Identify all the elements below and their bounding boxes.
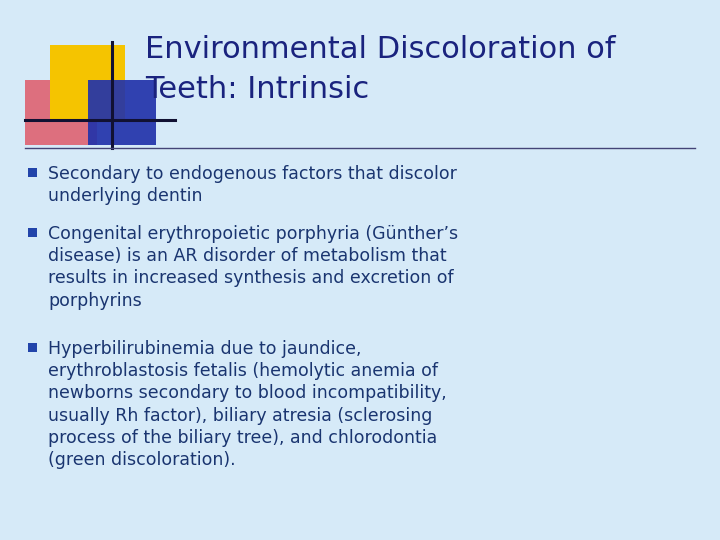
- Text: Hyperbilirubinemia due to jaundice,
erythroblastosis fetalis (hemolytic anemia o: Hyperbilirubinemia due to jaundice, eryt…: [48, 340, 446, 469]
- Text: Secondary to endogenous factors that discolor
underlying dentin: Secondary to endogenous factors that dis…: [48, 165, 457, 205]
- Bar: [28, 343, 37, 352]
- Text: Environmental Discoloration of: Environmental Discoloration of: [145, 35, 616, 64]
- Bar: [28, 168, 37, 177]
- Text: Congenital erythropoietic porphyria (Günther’s
disease) is an AR disorder of met: Congenital erythropoietic porphyria (Gün…: [48, 225, 458, 309]
- Text: Teeth: Intrinsic: Teeth: Intrinsic: [145, 75, 369, 104]
- Bar: [50, 45, 125, 120]
- Bar: [88, 80, 156, 145]
- Bar: [28, 228, 37, 237]
- Bar: [25, 80, 97, 145]
